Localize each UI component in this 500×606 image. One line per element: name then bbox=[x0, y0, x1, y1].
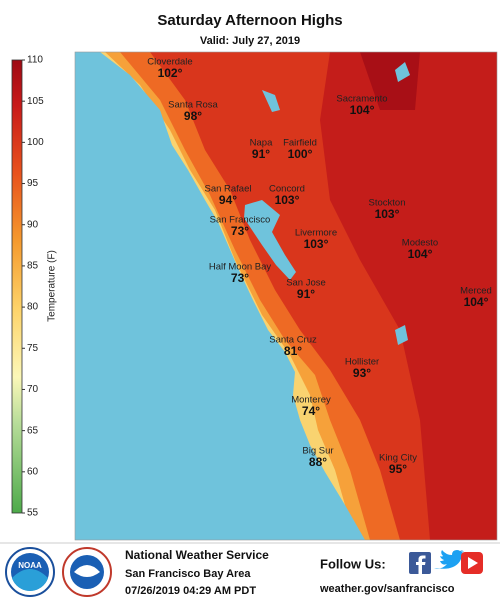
city-name: Livermore bbox=[295, 228, 337, 239]
logo-text: NOAA bbox=[18, 561, 42, 570]
colorbar-tick-label: 65 bbox=[27, 425, 39, 436]
city-name: Half Moon Bay bbox=[209, 262, 272, 273]
city-temp: 93° bbox=[353, 366, 371, 380]
city-temp: 94° bbox=[219, 193, 237, 207]
city-name: San Rafael bbox=[204, 184, 251, 195]
city-name: Stockton bbox=[369, 198, 406, 209]
city-name: San Jose bbox=[286, 278, 326, 289]
facebook-icon[interactable] bbox=[409, 552, 431, 574]
colorbar-tick-label: 60 bbox=[27, 466, 39, 477]
colorbar-tick-label: 100 bbox=[27, 137, 44, 148]
city-temp: 91° bbox=[297, 287, 315, 301]
city-temp: 104° bbox=[350, 103, 375, 117]
city-name: Merced bbox=[460, 286, 492, 297]
map-frame bbox=[74, 51, 498, 541]
colorbar-tick-label: 90 bbox=[27, 219, 39, 230]
twitter-icon[interactable] bbox=[434, 550, 464, 569]
city-temp: 103° bbox=[275, 193, 300, 207]
nws-logo bbox=[62, 547, 112, 597]
title: Saturday Afternoon Highs bbox=[157, 12, 342, 29]
city-name: Fairfield bbox=[283, 138, 317, 149]
colorbar-tick-label: 55 bbox=[27, 508, 39, 519]
city-temp: 100° bbox=[288, 147, 313, 161]
city-temp: 81° bbox=[284, 344, 302, 358]
city-temp: 88° bbox=[309, 455, 327, 469]
colorbar-tick-label: 95 bbox=[27, 178, 39, 189]
city-name: Monterey bbox=[291, 395, 331, 406]
office: San Francisco Bay Area bbox=[125, 568, 251, 580]
city-name: Big Sur bbox=[302, 446, 333, 457]
city-temp: 74° bbox=[302, 404, 320, 418]
subtitle: Valid: July 27, 2019 bbox=[200, 35, 300, 47]
city-temp: 73° bbox=[231, 271, 249, 285]
city-name: Santa Cruz bbox=[269, 335, 317, 346]
colorbar-tick-label: 75 bbox=[27, 343, 39, 354]
noaa-logo: NOAA bbox=[5, 547, 55, 597]
city-name: Hollister bbox=[345, 357, 379, 368]
city-temp: 103° bbox=[375, 207, 400, 221]
colorbar-tick-label: 85 bbox=[27, 261, 39, 272]
youtube-icon[interactable] bbox=[461, 552, 483, 574]
map bbox=[75, 52, 497, 540]
follow-us: Follow Us: bbox=[320, 556, 386, 571]
city-temp: 103° bbox=[304, 237, 329, 251]
city-temp: 104° bbox=[464, 295, 489, 309]
colorbar-ticks: 55 60 65 70 75 80 85 90 95 100 105 110 bbox=[22, 55, 44, 519]
website[interactable]: weather.gov/sanfrancisco bbox=[319, 583, 455, 595]
city-name: Cloverdale bbox=[147, 57, 192, 68]
city-name: Concord bbox=[269, 184, 305, 195]
colorbar-label: Temperature (F) bbox=[47, 250, 58, 322]
city-name: Sacramento bbox=[336, 94, 387, 105]
city-name: Santa Rosa bbox=[168, 100, 218, 111]
city-temp: 102° bbox=[158, 66, 183, 80]
city-name: King City bbox=[379, 453, 417, 464]
city-temp: 73° bbox=[231, 224, 249, 238]
colorbar-tick-label: 105 bbox=[27, 96, 44, 107]
city-temp: 98° bbox=[184, 109, 202, 123]
colorbar-tick-label: 110 bbox=[27, 55, 43, 66]
agency: National Weather Service bbox=[125, 548, 269, 562]
city-temp: 91° bbox=[252, 147, 270, 161]
city-name: San Francisco bbox=[210, 215, 271, 226]
city-temp: 104° bbox=[408, 247, 433, 261]
colorbar-tick-label: 70 bbox=[27, 384, 39, 395]
city-name: Napa bbox=[250, 138, 273, 149]
city-temp: 95° bbox=[389, 462, 407, 476]
colorbar bbox=[11, 59, 23, 514]
colorbar-tick-label: 80 bbox=[27, 302, 39, 313]
city-name: Modesto bbox=[402, 238, 438, 249]
issued: 07/26/2019 04:29 AM PDT bbox=[125, 585, 256, 597]
